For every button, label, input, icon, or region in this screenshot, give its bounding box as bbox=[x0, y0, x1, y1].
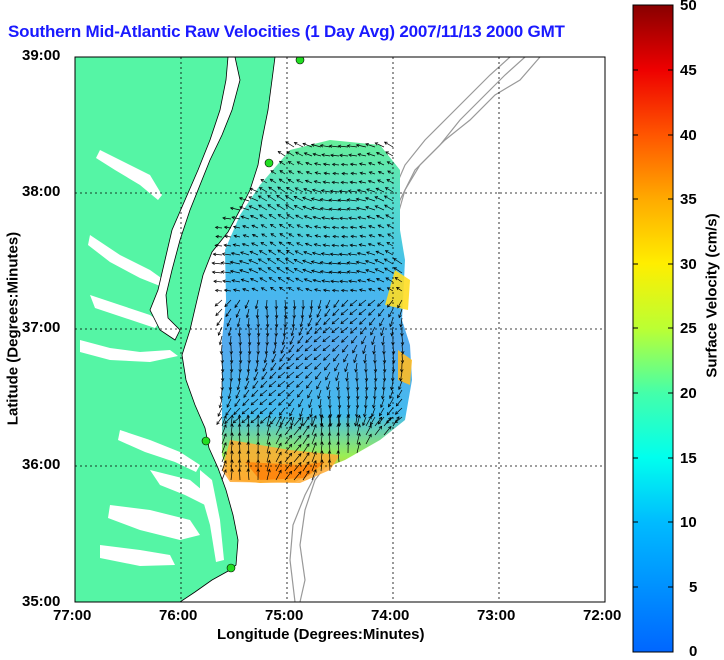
x-tick-label: 74:00 bbox=[371, 607, 409, 624]
x-tick-label: 73:00 bbox=[477, 607, 515, 624]
x-tick-label: 76:00 bbox=[159, 607, 197, 624]
x-tick-label: 77:00 bbox=[53, 607, 91, 624]
colorbar-tick-label: 15 bbox=[680, 450, 697, 467]
colorbar-label: Surface Velocity (cm/s) bbox=[704, 186, 721, 406]
colorbar-tick-label: 5 bbox=[689, 579, 697, 596]
y-tick-label: 36:00 bbox=[22, 456, 60, 473]
colorbar bbox=[633, 5, 673, 652]
x-axis-label: Longitude (Degrees:Minutes) bbox=[217, 626, 425, 643]
colorbar-tick-label: 35 bbox=[680, 191, 697, 208]
radar-station bbox=[227, 564, 235, 572]
colorbar-tick-label: 25 bbox=[680, 320, 697, 337]
y-axis-label: Latitude (Degrees:Minutes) bbox=[5, 219, 22, 439]
y-tick-label: 37:00 bbox=[22, 319, 60, 336]
x-tick-label: 72:00 bbox=[583, 607, 621, 624]
radar-station bbox=[202, 437, 210, 445]
colorbar-tick-label: 10 bbox=[680, 514, 697, 531]
y-tick-label: 39:00 bbox=[22, 47, 60, 64]
colorbar-tick-label: 20 bbox=[680, 385, 697, 402]
colorbar-tick-label: 40 bbox=[680, 127, 697, 144]
colorbar-tick-label: 50 bbox=[680, 0, 697, 14]
radar-station bbox=[265, 159, 273, 167]
colorbar-tick-label: 30 bbox=[680, 256, 697, 273]
colorbar-tick-label: 0 bbox=[689, 643, 697, 660]
x-tick-label: 75:00 bbox=[265, 607, 303, 624]
colorbar-tick-label: 45 bbox=[680, 62, 697, 79]
y-tick-label: 38:00 bbox=[22, 183, 60, 200]
